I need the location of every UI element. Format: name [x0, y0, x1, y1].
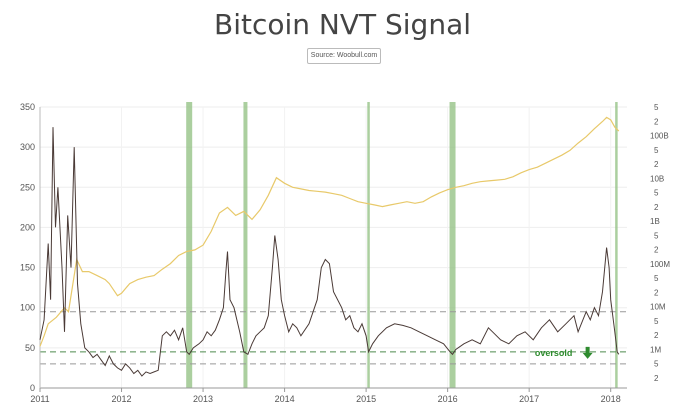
- highlight-band: [367, 102, 370, 388]
- x-tick-label: 2013: [193, 394, 213, 404]
- y-tick-label: 250: [20, 182, 35, 192]
- right-tick-label: 5: [654, 317, 659, 326]
- right-tick-label: 2: [654, 331, 659, 340]
- highlight-band: [449, 102, 456, 388]
- down-arrow-icon: [582, 346, 593, 359]
- right-tick-label: 5: [654, 146, 659, 155]
- oversold-annotation: oversold: [535, 346, 593, 359]
- right-axis-ticks: 5 2 100B 5 2 10B 5 2 1B 5 2 100M 5 2 10M 5 2 1M 5 2: [650, 103, 670, 383]
- right-tick-label: 5: [654, 189, 659, 198]
- right-tick-label: 100M: [650, 260, 670, 269]
- right-tick-label: 10B: [650, 174, 664, 183]
- right-tick-label: 5: [654, 103, 659, 112]
- y-tick-label: 0: [30, 383, 35, 393]
- right-tick-label: 2: [654, 246, 659, 255]
- x-tick-label: 2014: [275, 394, 295, 404]
- y-tick-label: 50: [25, 343, 35, 353]
- x-axis-ticks: 2011 2012 2013 2014 2015 2016 2017 2018: [30, 388, 621, 404]
- right-tick-label: 1B: [650, 217, 660, 226]
- y-axis-ticks: 0 50 100 150 200 250 300 350: [20, 102, 35, 393]
- series-line-nvt: [39, 127, 620, 377]
- y-tick-label: 200: [20, 222, 35, 232]
- x-tick-label: 2018: [601, 394, 621, 404]
- y-tick-label: 300: [20, 142, 35, 152]
- axis-frame: [39, 107, 627, 389]
- reference-lines: [40, 311, 627, 365]
- right-tick-label: 5: [654, 274, 659, 283]
- right-tick-label: 5: [654, 231, 659, 240]
- right-tick-label: 10M: [650, 303, 666, 312]
- right-tick-label: 2: [654, 288, 659, 297]
- right-tick-label: 2: [654, 160, 659, 169]
- highlight-band: [615, 102, 618, 388]
- series-line-yellow: [39, 116, 620, 347]
- highlight-band: [186, 102, 193, 388]
- x-tick-label: 2016: [438, 394, 458, 404]
- highlight-band: [243, 102, 248, 388]
- right-tick-label: 2: [654, 374, 659, 383]
- right-tick-label: 2: [654, 117, 659, 126]
- y-tick-label: 100: [20, 303, 35, 313]
- right-tick-label: 1M: [650, 345, 661, 354]
- right-tick-label: 100B: [650, 132, 669, 141]
- highlight-bands: [186, 102, 618, 388]
- x-tick-label: 2017: [519, 394, 539, 404]
- y-tick-label: 150: [20, 263, 35, 273]
- x-tick-label: 2012: [112, 394, 132, 404]
- right-tick-label: 2: [654, 203, 659, 212]
- x-tick-label: 2011: [30, 394, 49, 404]
- x-tick-label: 2015: [356, 394, 376, 404]
- oversold-label: oversold: [535, 348, 573, 358]
- source-badge[interactable]: Source: Woobull.com: [307, 48, 381, 64]
- grid-lines: [39, 106, 627, 389]
- y-tick-label: 350: [20, 102, 35, 112]
- right-tick-label: 5: [654, 360, 659, 369]
- chart-title: Bitcoin NVT Signal: [213, 8, 472, 41]
